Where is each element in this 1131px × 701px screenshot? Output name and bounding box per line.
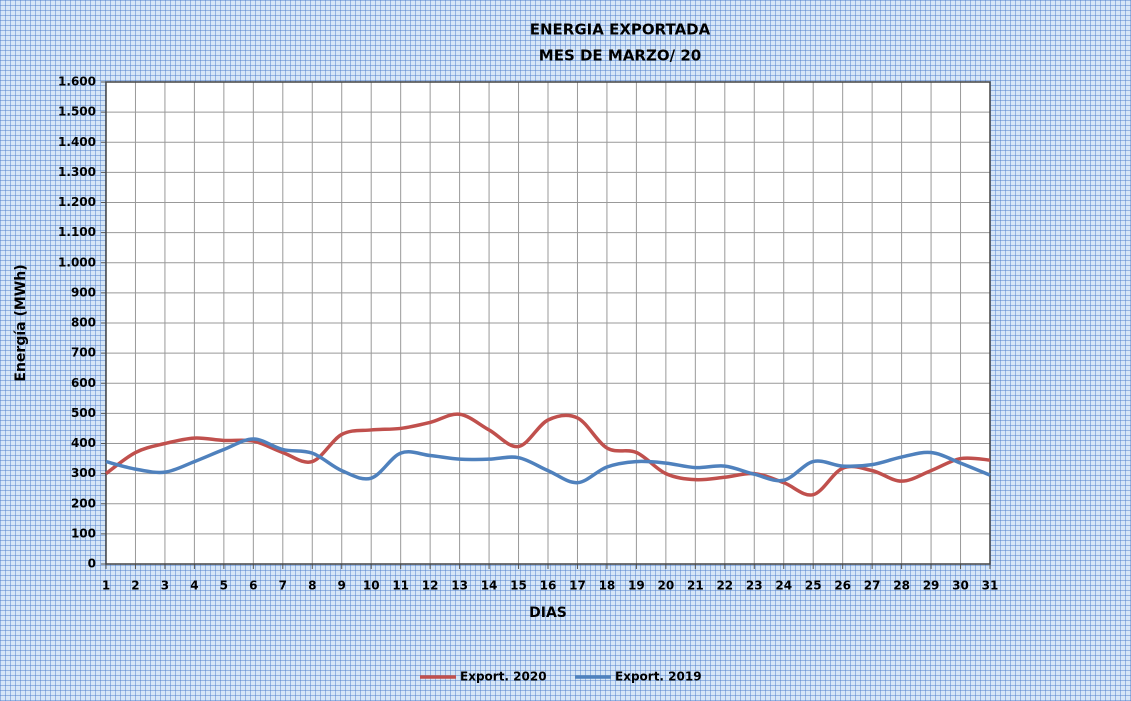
y-tick-label: 800	[71, 316, 96, 330]
x-tick-label: 22	[716, 579, 733, 593]
x-tick-label: 4	[190, 579, 198, 593]
y-tick-label: 600	[71, 376, 96, 390]
y-tick-label: 400	[71, 436, 96, 450]
x-tick-label: 28	[893, 579, 910, 593]
legend-label: Export. 2019	[615, 670, 702, 684]
x-tick-label: 19	[628, 579, 645, 593]
y-tick-label: 1.400	[58, 135, 96, 149]
x-tick-label: 25	[805, 579, 822, 593]
y-tick-label: 900	[71, 285, 96, 299]
y-tick-label: 500	[71, 406, 96, 420]
y-tick-label: 1.500	[58, 105, 96, 119]
x-tick-label: 21	[687, 579, 704, 593]
chart-subtitle: MES DE MARZO/ 20	[539, 47, 701, 65]
y-tick-label: 700	[71, 346, 96, 360]
x-tick-label: 12	[422, 579, 439, 593]
x-tick-label: 20	[658, 579, 675, 593]
x-tick-label: 14	[481, 579, 498, 593]
x-tick-label: 6	[249, 579, 257, 593]
y-tick-label: 1.100	[58, 225, 96, 239]
x-tick-label: 7	[279, 579, 287, 593]
x-axis-title: DIAS	[529, 605, 567, 621]
y-tick-label: 0	[88, 557, 96, 571]
x-tick-label: 2	[131, 579, 139, 593]
x-tick-label: 11	[392, 579, 409, 593]
series-line	[104, 412, 991, 497]
series-line	[105, 437, 991, 485]
x-tick-label: 26	[834, 579, 851, 593]
y-axis-title: Energía (MWh)	[13, 264, 29, 381]
x-tick-label: 1	[102, 579, 110, 593]
x-tick-label: 30	[952, 579, 969, 593]
x-tick-label: 24	[775, 579, 792, 593]
y-tick-label: 100	[71, 526, 96, 540]
x-tick-label: 27	[864, 579, 881, 593]
chart-title: ENERGIA EXPORTADA	[530, 21, 711, 39]
x-tick-label: 16	[540, 579, 557, 593]
x-tick-label: 15	[510, 579, 527, 593]
y-tick-label: 1.000	[58, 255, 96, 269]
y-tick-label: 200	[71, 496, 96, 510]
x-tick-label: 29	[923, 579, 940, 593]
x-tick-label: 13	[451, 579, 468, 593]
x-tick-label: 18	[599, 579, 616, 593]
x-tick-label: 10	[363, 579, 380, 593]
y-tick-label: 300	[71, 466, 96, 480]
x-tick-label: 3	[161, 579, 169, 593]
x-tick-label: 8	[308, 579, 316, 593]
x-tick-label: 17	[569, 579, 586, 593]
x-tick-label: 5	[220, 579, 228, 593]
x-tick-label: 23	[746, 579, 763, 593]
plot-border	[105, 81, 991, 565]
y-tick-label: 1.600	[58, 75, 96, 89]
y-tick-label: 1.200	[58, 195, 96, 209]
y-tick-label: 1.300	[58, 165, 96, 179]
legend-label: Export. 2020	[460, 670, 547, 684]
x-tick-label: 31	[982, 579, 999, 593]
x-tick-label: 9	[338, 579, 346, 593]
